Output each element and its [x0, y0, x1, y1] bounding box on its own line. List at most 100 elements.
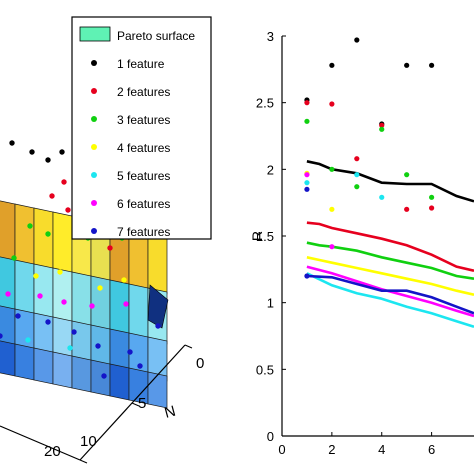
y-tick-label: 1.5: [256, 229, 274, 244]
surface-point: [5, 291, 11, 297]
y-tick-label: 3: [267, 29, 274, 44]
x-tick-label: 2: [328, 442, 335, 457]
series-line-1: [306, 221, 474, 272]
legend: Pareto surface 1 feature 2 features 3 featu…: [71, 16, 212, 240]
surface-patch: [128, 283, 149, 341]
n-tick-label-0: 0: [196, 355, 204, 372]
surface-point: [155, 323, 161, 329]
surface-patch: [109, 279, 130, 337]
series-point-1: [429, 205, 435, 211]
legend-label-2: 2 features: [117, 85, 170, 99]
legend-label-7: 7 features: [117, 225, 170, 239]
x-axis-line: [0, 425, 81, 461]
surface-point: [45, 157, 51, 163]
x-tick-label: 4: [378, 442, 385, 457]
surface-point: [0, 333, 3, 339]
series-points: [304, 37, 435, 279]
surface-patch: [52, 211, 73, 275]
series-point-2: [404, 172, 410, 178]
series-point-5: [329, 244, 335, 250]
series-point-2: [379, 126, 385, 132]
n-axis-label: N: [163, 403, 178, 422]
surface-patch: [33, 263, 54, 321]
series-lines: [306, 160, 474, 328]
series-point-1: [404, 206, 410, 212]
series-point-1: [354, 156, 360, 162]
legend-marker-2: [91, 88, 97, 94]
n-tick-10: [79, 459, 88, 464]
surface-point: [97, 285, 103, 291]
n-tick-label-10: 10: [80, 433, 97, 450]
surface-point: [123, 301, 129, 307]
y-tick-label: 2.5: [256, 96, 274, 111]
legend-marker-1: [91, 60, 97, 66]
surface-point: [33, 273, 39, 279]
series-line-4: [306, 272, 474, 328]
surface-point: [95, 343, 101, 349]
series-point-0: [329, 62, 335, 68]
legend-label-0: Pareto surface: [117, 29, 195, 43]
y-tick-label: 0: [267, 429, 274, 444]
surface-patch: [71, 355, 92, 393]
surface-patch: [90, 275, 111, 333]
legend-label-4: 4 features: [117, 141, 170, 155]
legend-label-5: 5 features: [117, 169, 170, 183]
series-point-4: [379, 194, 385, 200]
series-line-5: [306, 265, 474, 318]
surface-point: [27, 223, 33, 229]
surface-shadow: [147, 284, 169, 329]
surface-point: [67, 345, 73, 351]
series-point-2: [354, 184, 360, 190]
series-point-4: [304, 180, 310, 186]
series-point-4: [354, 172, 360, 178]
surface-point: [25, 337, 31, 343]
x-axis-ticks: 0 2 4 6: [278, 432, 435, 457]
surface-patch: [14, 259, 35, 317]
series-line-6: [306, 274, 474, 315]
surface-patch: [33, 207, 54, 271]
surface-patch: [147, 231, 168, 295]
n-axis-line: [79, 344, 186, 461]
surface-point: [137, 363, 143, 369]
surface-patch: [0, 256, 16, 313]
series-point-3: [329, 206, 335, 212]
surface-point: [71, 329, 77, 335]
legend-label-3: 3 features: [117, 113, 170, 127]
n-tick-0: [184, 344, 193, 349]
r-line-chart: 0 0.5 1 1.5 2 2.5 3 0 2 4 6 R: [249, 29, 474, 457]
surface-point: [61, 299, 67, 305]
surface-point: [89, 303, 95, 309]
series-point-1: [304, 100, 310, 106]
surface-patch: [52, 351, 73, 389]
surface-patch: [147, 371, 168, 409]
surface-point: [121, 277, 127, 283]
series-point-1: [379, 122, 385, 128]
n-tick-5: [131, 402, 140, 407]
legend-patch-pareto-surface: [79, 26, 111, 42]
series-point-2: [329, 166, 335, 172]
y-tick-label: 2: [267, 162, 274, 177]
surface-point: [15, 313, 21, 319]
legend-label-6: 6 features: [117, 197, 170, 211]
legend-marker-7: [91, 228, 97, 234]
y-axis-label: R: [249, 231, 265, 241]
legend-marker-4: [91, 144, 97, 150]
surface-patch: [90, 359, 111, 397]
series-line-0: [306, 160, 474, 203]
surface-point: [9, 140, 15, 146]
surface-patch: [33, 347, 54, 385]
surface-point: [107, 245, 113, 251]
surface-point: [49, 193, 55, 199]
surface-patch: [14, 343, 35, 381]
series-point-2: [304, 118, 310, 124]
series-point-0: [429, 62, 435, 68]
legend-marker-5: [91, 172, 97, 178]
surface-point: [127, 349, 133, 355]
series-point-6: [304, 273, 310, 279]
legend-marker-6: [91, 200, 97, 206]
series-point-6: [304, 186, 310, 192]
legend-marker-3: [91, 116, 97, 122]
pareto-surface-plot: 0 5 10 N 20 Pareto surface 1 feature 2 fea…: [0, 16, 212, 464]
surface-patch: [52, 267, 73, 325]
